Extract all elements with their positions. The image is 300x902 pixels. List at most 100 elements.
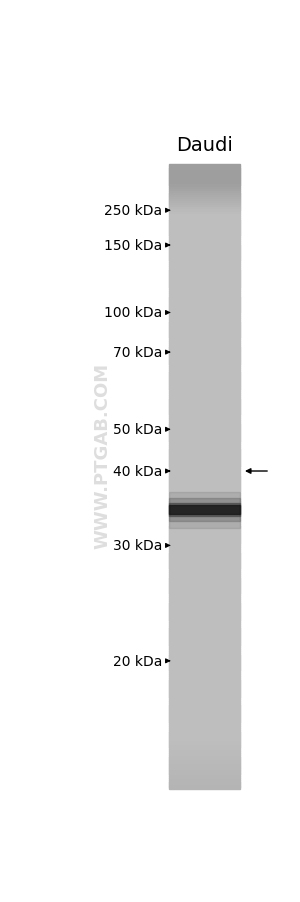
- Bar: [169, 206, 240, 209]
- Bar: [169, 341, 240, 344]
- Bar: [169, 732, 240, 735]
- Bar: [169, 524, 240, 527]
- Bar: [169, 522, 240, 525]
- Bar: [169, 466, 240, 469]
- Bar: [169, 262, 240, 265]
- Bar: [169, 304, 240, 307]
- Bar: [169, 271, 240, 273]
- Bar: [169, 244, 240, 246]
- Bar: [169, 564, 240, 566]
- Bar: [169, 253, 240, 257]
- Bar: [169, 739, 240, 741]
- Bar: [169, 298, 240, 300]
- Bar: [169, 368, 240, 371]
- Bar: [169, 169, 240, 171]
- Bar: [169, 720, 240, 723]
- Bar: [169, 379, 240, 382]
- Bar: [169, 747, 240, 750]
- Bar: [169, 218, 240, 221]
- Bar: [169, 301, 240, 305]
- Bar: [169, 333, 240, 336]
- Bar: [169, 584, 240, 587]
- Bar: [169, 685, 240, 687]
- Bar: [169, 299, 240, 302]
- Bar: [169, 439, 240, 442]
- Bar: [169, 398, 240, 400]
- Bar: [169, 416, 240, 419]
- Bar: [169, 441, 240, 444]
- Bar: [169, 701, 240, 704]
- Bar: [169, 651, 240, 654]
- Bar: [169, 769, 240, 772]
- Bar: [169, 437, 240, 439]
- Bar: [169, 491, 240, 493]
- Bar: [169, 505, 240, 508]
- Bar: [169, 682, 240, 685]
- Bar: [169, 749, 240, 751]
- Bar: [169, 447, 240, 450]
- Bar: [169, 454, 240, 456]
- Bar: [169, 310, 240, 313]
- Bar: [169, 703, 240, 705]
- Bar: [169, 225, 240, 227]
- Bar: [169, 344, 240, 346]
- Bar: [169, 345, 240, 348]
- Text: 150 kDa: 150 kDa: [103, 239, 162, 253]
- Bar: [169, 499, 240, 502]
- Bar: [169, 277, 240, 280]
- Bar: [169, 535, 240, 538]
- Bar: [169, 221, 240, 224]
- Bar: [169, 472, 240, 475]
- Bar: [169, 722, 240, 724]
- Bar: [169, 765, 240, 769]
- Bar: [169, 474, 240, 477]
- Bar: [169, 451, 240, 455]
- Bar: [169, 688, 240, 691]
- Bar: [169, 583, 240, 585]
- Bar: [169, 757, 240, 759]
- Bar: [169, 327, 240, 329]
- Bar: [169, 360, 240, 363]
- Bar: [169, 691, 240, 694]
- Bar: [169, 653, 240, 656]
- Bar: [169, 776, 240, 778]
- Bar: [169, 464, 240, 466]
- Bar: [169, 566, 240, 568]
- Bar: [169, 287, 240, 290]
- Bar: [169, 693, 240, 695]
- Bar: [169, 680, 240, 683]
- Bar: [169, 198, 240, 200]
- Bar: [169, 492, 240, 528]
- Bar: [169, 712, 240, 714]
- Bar: [169, 589, 240, 592]
- Bar: [169, 511, 240, 514]
- Bar: [169, 223, 240, 226]
- Bar: [169, 634, 240, 637]
- Bar: [169, 699, 240, 702]
- Bar: [169, 572, 240, 575]
- Bar: [169, 320, 240, 323]
- Bar: [169, 661, 240, 664]
- Bar: [169, 750, 240, 753]
- Bar: [169, 538, 240, 541]
- Bar: [169, 774, 240, 777]
- Bar: [169, 401, 240, 404]
- Bar: [169, 393, 240, 396]
- Bar: [169, 771, 240, 774]
- Bar: [169, 630, 240, 633]
- Bar: [169, 325, 240, 327]
- Bar: [169, 580, 240, 583]
- Bar: [169, 374, 240, 377]
- Bar: [169, 318, 240, 321]
- Bar: [169, 594, 240, 598]
- Bar: [169, 202, 240, 205]
- Bar: [169, 283, 240, 286]
- Bar: [169, 514, 240, 517]
- Bar: [169, 637, 240, 640]
- Bar: [169, 188, 240, 190]
- Bar: [169, 248, 240, 251]
- Bar: [169, 185, 240, 188]
- Bar: [169, 495, 240, 498]
- Bar: [169, 755, 240, 758]
- Bar: [169, 649, 240, 651]
